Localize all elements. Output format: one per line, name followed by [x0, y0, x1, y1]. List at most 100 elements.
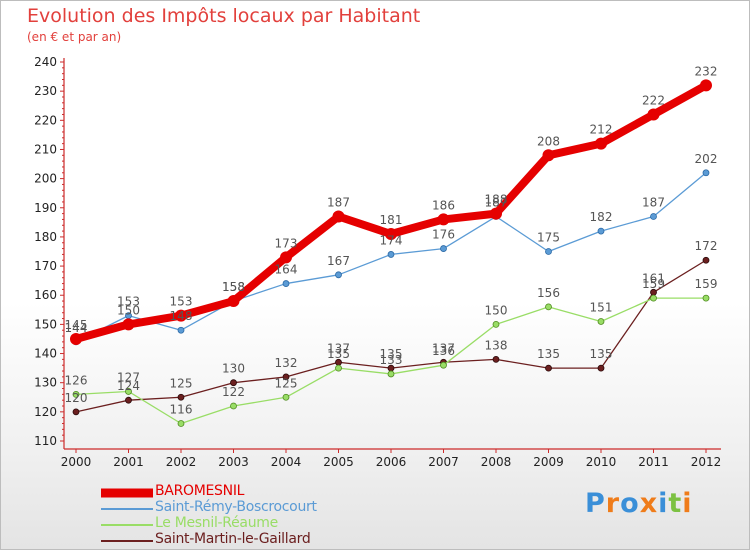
y-tick-label: 110 [34, 434, 57, 448]
data-label: 126 [65, 373, 88, 387]
data-label: 144 [65, 321, 88, 335]
data-point [125, 396, 132, 404]
y-tick-label: 170 [34, 259, 57, 273]
logo-letter: r [605, 488, 621, 519]
data-label: 135 [537, 347, 560, 361]
data-label: 135 [590, 347, 613, 361]
data-point [282, 280, 290, 287]
data-point [597, 318, 605, 325]
data-label: 148 [170, 309, 193, 323]
x-tick-label: 2005 [323, 455, 354, 469]
y-tick-label: 210 [34, 142, 57, 156]
legend-swatch [101, 540, 153, 542]
y-tick-label: 200 [34, 172, 57, 186]
data-label: 158 [222, 280, 245, 294]
data-point [227, 295, 240, 308]
x-tick-label: 2003 [218, 455, 249, 469]
x-tick-label: 2001 [113, 455, 144, 469]
data-label: 232 [695, 64, 718, 78]
data-point [230, 379, 237, 387]
y-tick-label: 120 [34, 405, 57, 419]
y-tick-label: 150 [34, 317, 57, 331]
logo-letter: i [682, 488, 693, 519]
data-point [332, 210, 345, 223]
data-point [545, 248, 552, 255]
legend-label: Le Mesnil-Réaume [155, 515, 278, 531]
data-label: 150 [485, 303, 508, 317]
data-label: 145 [65, 318, 88, 332]
data-point [437, 213, 450, 226]
data-point [650, 213, 657, 220]
data-label: 153 [170, 295, 193, 309]
y-tick-label: 240 [34, 55, 57, 69]
data-label: 188 [485, 193, 508, 207]
series-2 [72, 294, 710, 427]
logo-letter: i [658, 488, 669, 519]
data-label: 159 [695, 277, 718, 291]
data-point [280, 251, 292, 264]
data-point [545, 303, 552, 311]
data-point [177, 393, 185, 401]
data-label: 175 [537, 231, 560, 245]
series-layer [70, 79, 712, 427]
data-label: 187 [642, 196, 665, 210]
data-label: 161 [642, 271, 665, 285]
x-tick-label: 2011 [638, 455, 669, 469]
data-label: 120 [65, 391, 88, 405]
data-label: 186 [432, 198, 455, 212]
data-label: 167 [327, 254, 350, 268]
data-label: 208 [537, 134, 560, 148]
data-label: 172 [695, 239, 718, 253]
chart-subtitle: (en € et par an) [27, 30, 122, 44]
data-point [650, 294, 657, 302]
data-point [282, 373, 290, 381]
y-tick-label: 140 [34, 347, 57, 361]
y-tick-label: 180 [34, 230, 57, 244]
x-tick-label: 2002 [166, 455, 197, 469]
data-label: 130 [222, 362, 245, 376]
legend-swatch [101, 508, 153, 510]
data-label: 135 [380, 347, 403, 361]
x-tick-label: 2004 [271, 455, 302, 469]
data-point [335, 364, 342, 372]
data-point [122, 318, 135, 331]
data-point [700, 79, 712, 92]
data-label: 137 [327, 341, 350, 355]
data-label: 151 [590, 300, 613, 314]
data-label: 187 [485, 196, 508, 210]
data-point [542, 149, 555, 162]
data-label: 125 [170, 376, 193, 390]
axes: 110 120 130 140 150 160 170 180 190 200 210 220 230 2… [34, 55, 721, 469]
data-label: 176 [432, 228, 455, 242]
data-label: 187 [327, 196, 350, 210]
legend-swatch [101, 524, 153, 526]
x-tick-label: 2007 [428, 455, 459, 469]
data-label: 124 [117, 379, 140, 393]
data-point [125, 388, 132, 395]
y-tick-label: 130 [34, 376, 57, 390]
data-point [702, 294, 710, 302]
data-point [492, 355, 500, 363]
legend-label: BAROMESNIL [155, 483, 245, 499]
logo-letter: x [639, 488, 659, 519]
data-point [490, 207, 502, 220]
data-point [72, 408, 80, 416]
data-label: 138 [485, 338, 508, 352]
data-point [702, 256, 710, 264]
data-point [70, 332, 82, 345]
x-tick-label: 2010 [586, 455, 617, 469]
data-label: 137 [432, 341, 455, 355]
data-point [175, 309, 187, 322]
data-label: 156 [537, 286, 560, 300]
legend-label: Saint-Martin-le-Gaillard [155, 531, 311, 547]
data-label: 135 [327, 347, 350, 361]
series-0 [70, 79, 712, 345]
x-tick-label: 2009 [533, 455, 564, 469]
y-tick-label: 160 [34, 288, 57, 302]
data-label: 158 [222, 280, 245, 294]
data-label: 174 [380, 233, 403, 247]
data-label: 127 [117, 370, 140, 384]
x-tick-label: 2000 [61, 455, 92, 469]
